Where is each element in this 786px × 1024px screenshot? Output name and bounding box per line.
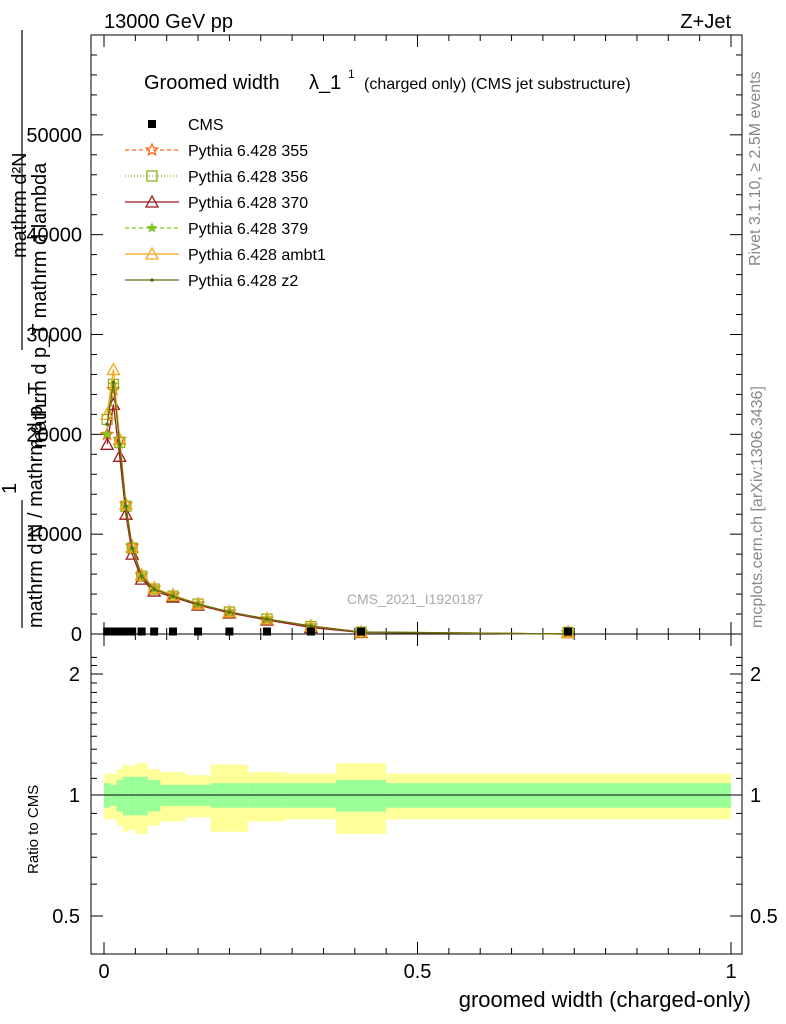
ylabel-line3: 1 (0, 483, 21, 494)
main-y-tick-label: 0 (71, 624, 82, 646)
main-y-tick-label: 40000 (26, 225, 82, 247)
cms-data-point (121, 627, 130, 636)
ratio-y-tick-label-left: 2 (69, 664, 80, 686)
series-point-p370 (112, 448, 127, 462)
series-point-z2 (117, 442, 122, 447)
legend-marker-z2 (150, 278, 154, 282)
series-point-ambt1 (147, 580, 162, 594)
cms-data-point (357, 627, 366, 636)
cms-data-point (150, 627, 159, 636)
legend-marker-p356 (146, 170, 158, 182)
title-subtitle: (charged only) (CMS jet substructure) (364, 76, 631, 93)
ratio-band-inner (122, 776, 130, 816)
legend-label-cms: CMS (188, 117, 224, 134)
ratio-y-tick-label-left: 1 (69, 785, 80, 807)
rivet-version-text: Rivet 3.1.10, ≥ 2.5M events (747, 71, 764, 266)
ratio-band-inner (116, 779, 123, 812)
cms-data-point (137, 627, 146, 636)
x-tick-label: 0.5 (404, 961, 432, 983)
ratio-y-tick-label-left: 0.5 (52, 906, 80, 928)
ratio-band-inner (335, 779, 387, 812)
legend-marker-p370 (144, 194, 160, 208)
series-point-p355 (106, 381, 121, 396)
cms-data-point (109, 627, 118, 636)
analysis-watermark: CMS_2021_I1920187 (347, 591, 483, 607)
axes-ticks: 0 10000 20000 30000 40000 50000 0 0.5 1 0.5 0.5 1 1 2… (26, 35, 778, 983)
series-point-z2 (124, 504, 128, 509)
series-point-z2 (130, 546, 135, 550)
series-layer (99, 362, 576, 639)
legend-label-p356: Pythia 6.428 356 (188, 169, 308, 186)
ratio-bands (104, 763, 731, 834)
cms-data-point (263, 627, 272, 636)
series-point-z2 (196, 602, 200, 606)
cms-data-point (103, 627, 112, 636)
legend-marker-p355 (144, 142, 160, 157)
ratio-y-tick-label-right: 1 (750, 785, 761, 807)
header-left: 13000 GeV pp (104, 11, 233, 33)
header-right: Z+Jet (680, 11, 731, 33)
legend-marker-p379 (146, 222, 158, 233)
cms-data-point (194, 627, 203, 636)
series-line-z2 (106, 382, 569, 635)
series-point-p355 (222, 604, 237, 619)
series-point-ambt1 (125, 539, 140, 553)
ylabel-line4: mathrm d N / mathrm d p_T (25, 382, 47, 628)
ratio-band-inner (129, 776, 136, 816)
series-point-p379 (101, 428, 113, 440)
cms-data-point (115, 627, 124, 636)
series-point-z2 (227, 610, 232, 614)
x-tick-label: 0 (98, 961, 109, 983)
x-axis-label: groomed width (charged-only) (459, 987, 751, 1012)
cms-data-point (168, 627, 177, 636)
ylabel-line2: mathrm d p_T mathrm d lambda (29, 162, 51, 448)
ratio-y-label: Ratio to CMS (25, 785, 42, 874)
legend-marker-cms (148, 120, 156, 128)
series-point-p370 (118, 506, 134, 520)
ratio-y-tick-label-right: 2 (750, 664, 761, 686)
legend-label-p355: Pythia 6.428 355 (188, 143, 308, 160)
title-lambda: λ_1 (309, 72, 341, 94)
ratio-band-inner (135, 776, 148, 816)
legend-label-z2: Pythia 6.428 z2 (188, 273, 298, 290)
series-point-p370 (100, 436, 115, 450)
cms-data-point (128, 627, 137, 636)
main-y-tick-label: 30000 (26, 325, 82, 347)
series-point-ambt1 (100, 407, 115, 421)
ratio-band-inner (147, 779, 161, 812)
legend: CMS Pythia 6.428 355 Pythia 6.428 356 Pythi… (125, 117, 326, 290)
cms-data-point (225, 627, 234, 636)
title-superscript: 1 (348, 67, 355, 81)
series-point-z2 (111, 380, 116, 385)
ratio-y-tick-label-right: 0.5 (750, 906, 778, 928)
legend-label-p379: Pythia 6.428 379 (188, 221, 308, 238)
series-point-z2 (309, 624, 313, 628)
main-y-tick-label: 20000 (26, 424, 82, 446)
series-line-p370 (106, 404, 569, 635)
mcplots-text: mcplots.cern.ch [arXiv:1306.3436] (749, 386, 766, 628)
series-point-p355 (99, 426, 115, 441)
series-point-z2 (105, 422, 109, 427)
series-point-ambt1 (106, 362, 121, 376)
title-main: Groomed width (144, 72, 280, 94)
legend-label-ambt1: Pythia 6.428 ambt1 (188, 247, 326, 264)
ratio-plot-frame (90, 633, 743, 955)
series-point-z2 (265, 617, 269, 621)
series-point-z2 (171, 594, 175, 598)
main-y-tick-label: 50000 (26, 125, 82, 147)
legend-label-p370: Pythia 6.428 370 (188, 195, 308, 212)
x-tick-label: 1 (725, 961, 736, 983)
main-y-label: mathrm d²N mathrm d p_T mathrm d lambda … (0, 30, 51, 628)
series-point-z2 (139, 574, 144, 578)
cms-data-point (563, 627, 572, 636)
plot-title: Groomed width λ_1 1 (charged only) (CMS … (144, 67, 631, 94)
series-point-ambt1 (134, 567, 149, 581)
ylabel-line1: mathrm d²N (9, 152, 31, 258)
legend-marker-ambt1 (144, 246, 160, 260)
main-y-tick-label: 10000 (26, 524, 82, 546)
series-point-z2 (152, 587, 156, 591)
series-point-p370 (125, 546, 140, 560)
cms-data-point (306, 627, 315, 636)
